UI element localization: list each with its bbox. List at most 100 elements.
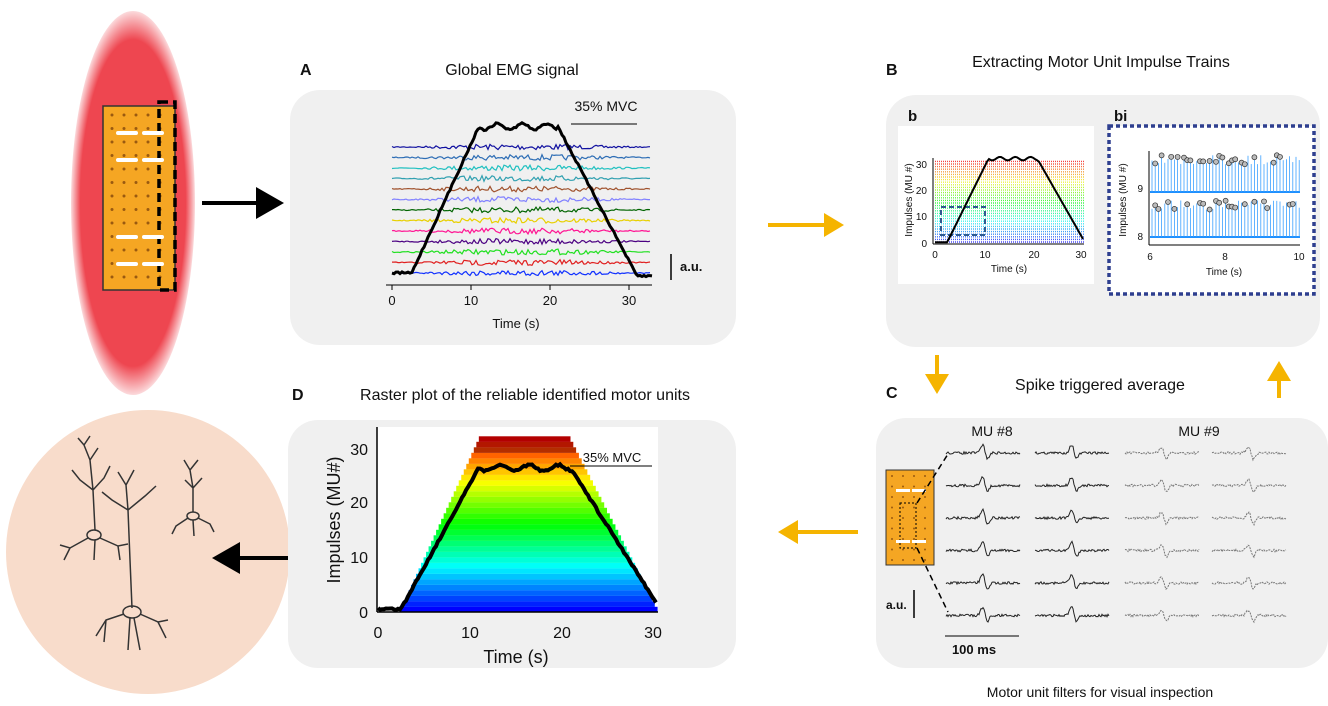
emg-channel-trace — [392, 205, 651, 214]
impulse-marker — [1264, 205, 1271, 211]
mu-waveform — [1034, 445, 1110, 459]
electrode-dot — [913, 506, 915, 509]
mu-waveform — [945, 541, 1021, 557]
electrode-dot — [134, 194, 138, 198]
raster-ytick-30: 30 — [350, 442, 368, 459]
electrode-dot — [146, 167, 150, 171]
panel-c-time-label: 100 ms — [952, 642, 996, 657]
sub-b-xlabel: Time (s) — [991, 264, 1027, 275]
impulse-marker — [1184, 201, 1191, 208]
raster-xtick-0: 0 — [374, 625, 383, 642]
electrode-dot — [122, 208, 126, 211]
electrode-dot — [913, 496, 915, 498]
mu-waveform — [945, 573, 1021, 590]
electrode-dot — [924, 527, 926, 530]
electrode-dot — [110, 181, 114, 184]
mu-waveform — [945, 475, 1021, 492]
motor-unit-spike-train — [453, 491, 599, 497]
electrode-grid — [102, 105, 176, 291]
sub-b-letter: b — [908, 108, 917, 125]
raster-plot — [400, 436, 658, 613]
electrode-dot — [924, 548, 926, 551]
motor-unit-spike-train — [418, 568, 638, 574]
motor-unit-spike-train — [463, 469, 588, 475]
electrode-dot — [902, 538, 904, 540]
emg-xlabel: Time (s) — [492, 316, 539, 331]
impulse-marker — [1241, 161, 1248, 168]
electrode-dot — [146, 127, 150, 130]
motor-unit-spike-train — [461, 474, 591, 481]
sub-bi-xtick-8: 8 — [1222, 252, 1228, 263]
sub-b-ytick-30: 30 — [916, 160, 928, 171]
electrode-dot — [122, 221, 126, 225]
motor-unit-spike-train — [436, 529, 619, 536]
emg-xtick-10: 10 — [464, 293, 478, 308]
neuron-drawings — [59, 435, 215, 651]
emg-scale-label: a.u. — [680, 259, 702, 274]
emg-force-trace — [391, 121, 653, 279]
impulse-marker — [1152, 202, 1159, 209]
panel-c-selected-channels — [899, 502, 917, 549]
mu-waveform — [1034, 509, 1109, 524]
panel-d-letter: D — [292, 387, 304, 404]
electrode-dot — [122, 113, 126, 117]
mu-waveform — [1211, 478, 1287, 493]
motor-unit-spike-train — [423, 557, 633, 563]
electrode-dot — [110, 140, 114, 144]
electrode-dot — [134, 113, 138, 117]
panel-b-title: Extracting Motor Unit Impulse Trains — [972, 54, 1230, 71]
raster-ytick-10: 10 — [350, 550, 368, 567]
panel-c-letter: C — [886, 385, 898, 402]
motor-unit-spike-train — [441, 518, 613, 525]
mu-waveform — [1211, 609, 1287, 624]
emg-channel-trace — [391, 143, 651, 152]
sub-b-ytick-10: 10 — [916, 212, 928, 223]
motor-unit-spike-train — [471, 452, 579, 459]
electrode-dot — [122, 140, 126, 144]
electrode-dot — [122, 181, 126, 184]
panel-c-scale-label: a.u. — [886, 598, 907, 612]
electrode-dot — [902, 475, 904, 477]
impulse-marker — [1289, 201, 1296, 207]
impulse-marker — [1158, 152, 1165, 159]
electrode-dot — [110, 127, 114, 130]
electrode-dot — [134, 248, 138, 252]
panel-d-title: Raster plot of the reliable identified m… — [360, 387, 690, 404]
impulse-marker — [1171, 206, 1178, 212]
motor-unit-spike-train — [476, 441, 574, 448]
sub-b-xtick-10: 10 — [979, 250, 991, 261]
electrode-dot — [902, 527, 904, 530]
mu-waveform — [1034, 540, 1110, 557]
neuron-illustration — [6, 410, 290, 694]
electrode-dot — [902, 517, 904, 519]
electrode-dot — [924, 506, 926, 509]
motor-unit-spike-train — [405, 595, 652, 602]
mu-waveform — [1124, 511, 1200, 526]
electrode-dot — [122, 127, 126, 130]
mu-label-9: MU #9 — [1178, 423, 1219, 439]
electrode-dot — [891, 475, 893, 477]
electrode-dot — [146, 181, 150, 184]
electrode-dot — [913, 475, 915, 477]
electrode-dot — [924, 485, 926, 488]
electrode-dot — [891, 517, 893, 519]
panel-c-electrode-grid — [885, 469, 935, 566]
raster-mvc-label: 35% MVC — [583, 450, 642, 465]
impulse-marker — [1251, 198, 1258, 205]
electrode-dot — [924, 559, 926, 561]
emg-channel-trace — [391, 185, 651, 193]
impulse-marker — [1222, 197, 1229, 204]
electrode-dot — [110, 248, 114, 252]
panel-c-electrode-pads — [896, 489, 926, 543]
impulse-marker — [1168, 153, 1175, 160]
electrode-dot — [110, 113, 114, 117]
electrode-dot — [913, 548, 915, 551]
mu-waveform — [1124, 576, 1200, 590]
impulse-marker — [1216, 199, 1223, 206]
electrode-dot — [146, 154, 150, 157]
electrode-dot — [146, 221, 150, 225]
electrode-dot — [902, 559, 904, 561]
electrode-dot — [146, 194, 150, 198]
electrode-dot — [110, 262, 114, 265]
impulse-marker — [1174, 154, 1181, 160]
